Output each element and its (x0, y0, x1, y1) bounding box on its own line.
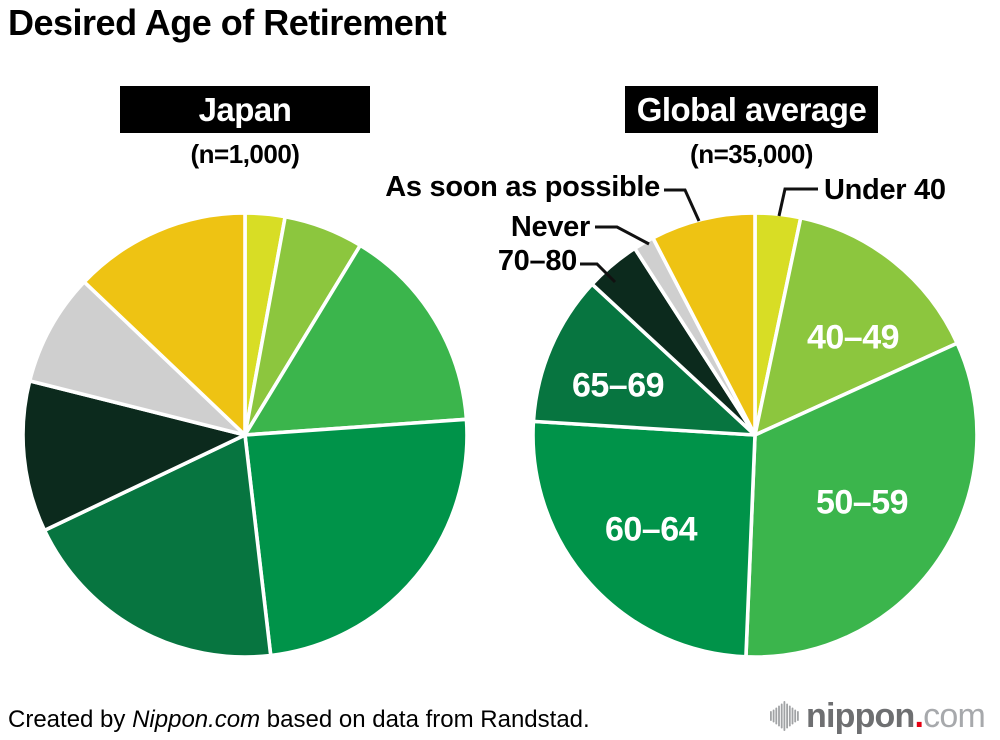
slice-label-50-59: 50–59 (815, 483, 909, 522)
pie-slice-japan-50-59 (243, 243, 469, 437)
nippon-logo-word: nippon (806, 697, 915, 735)
nippon-logo-soundwave-icon (770, 701, 799, 731)
slice-label-65-69: 65–69 (571, 366, 665, 405)
japan-header-box: Japan (120, 86, 370, 133)
footer-credit: Created by Nippon.com based on data from… (8, 706, 590, 734)
nippon-logo-dot: . (914, 697, 924, 735)
callout-label-70-80: 70–80 (497, 245, 577, 277)
nippon-logo: nippon.com (770, 697, 986, 735)
callout-line-under-40 (777, 187, 818, 217)
japan-sample-size: (n=1,000) (190, 139, 300, 169)
pie-slice-global-average-65-69 (531, 282, 757, 437)
callout-line-as-soon-as-possible (664, 188, 701, 222)
nippon-logo-text: nippon.com (806, 697, 986, 735)
pie-slice-japan-never (27, 280, 247, 437)
pie-slice-japan-70-80 (21, 379, 247, 533)
callout-line-70-80 (580, 262, 617, 284)
global-average-pie (531, 211, 979, 659)
callout-label-as-soon-as-possible: As soon as possible (385, 171, 660, 203)
pie-slice-japan-as-soon-as-possible (82, 211, 247, 437)
pie-slice-global-average-50-59 (744, 341, 979, 659)
pie-slice-global-average-as-soon-as-possible (651, 211, 757, 437)
slice-label-60-64: 60–64 (604, 510, 698, 549)
footer-credit-brand: Nippon.com (132, 706, 261, 733)
footer-credit-prefix: Created by (8, 706, 133, 733)
pie-slice-global-average-60-64 (531, 419, 757, 659)
pie-slice-japan-60-64 (243, 417, 469, 658)
japan-pie (21, 211, 469, 659)
global-sample-size: (n=35,000) (690, 139, 813, 169)
callout-label-never: Never (510, 211, 590, 243)
global-header-label: Global average (636, 91, 867, 128)
slice-label-40-49: 40–49 (806, 318, 900, 357)
callout-lines (580, 187, 818, 284)
pie-slice-japan-65-69 (42, 433, 273, 659)
page-title: Desired Age of Retirement (8, 2, 447, 43)
nippon-logo-tld: com (923, 697, 986, 735)
pie-slice-global-average-40-49 (753, 215, 959, 437)
japan-header-label: Japan (198, 91, 292, 128)
footer-credit-suffix: based on data from Randstad. (260, 706, 590, 733)
global-header-box: Global average (625, 86, 878, 133)
callout-label-under-40: Under 40 (824, 174, 946, 206)
callout-line-never (595, 225, 650, 246)
